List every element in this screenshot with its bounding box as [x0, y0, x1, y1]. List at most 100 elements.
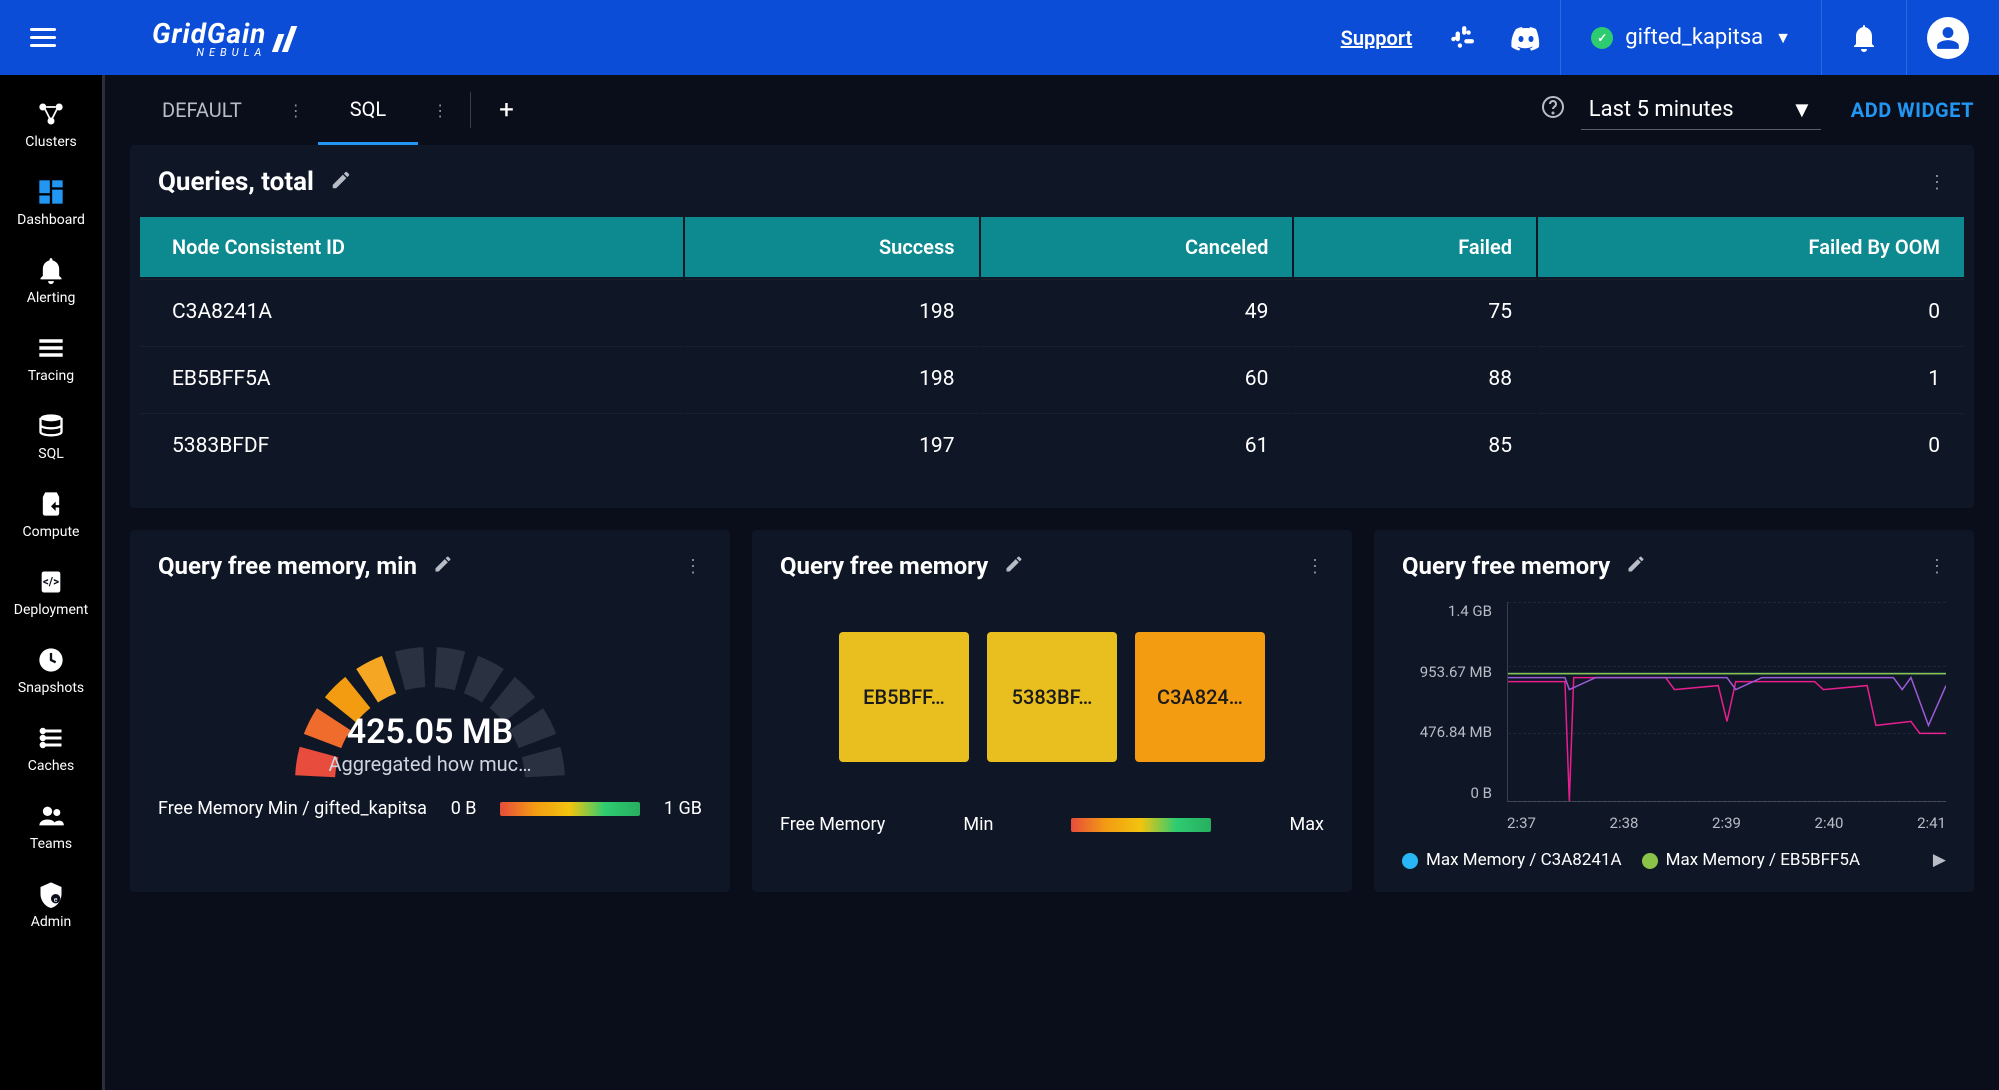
table-row[interactable]: 5383BFDF19761850: [140, 413, 1964, 478]
line-chart: 1.4 GB953.67 MB476.84 MB0 B 2:372:382:39…: [1402, 602, 1946, 832]
support-link[interactable]: Support: [1341, 26, 1413, 50]
tab-sql[interactable]: SQL: [318, 75, 418, 145]
nav-admin[interactable]: e Admin: [0, 870, 102, 940]
table-row[interactable]: C3A8241A19849750: [140, 279, 1964, 344]
notifications-button[interactable]: [1822, 0, 1907, 75]
nav-alerting[interactable]: Alerting: [0, 246, 102, 316]
table-cell: EB5BFF5A: [140, 346, 683, 411]
nav-clusters[interactable]: Clusters: [0, 90, 102, 160]
gradient-bar: [500, 802, 640, 816]
clusters-icon: [37, 100, 65, 128]
cluster-name: gifted_kapitsa: [1625, 25, 1763, 50]
logo-subtext: NEBULA: [152, 46, 266, 59]
caches-icon: [37, 724, 65, 752]
table-cell: 75: [1294, 279, 1536, 344]
edit-icon[interactable]: [433, 554, 453, 578]
chevron-down-icon: ▼: [1791, 97, 1813, 123]
clock-icon: [37, 646, 65, 674]
memory-block[interactable]: 5383BF…: [987, 632, 1117, 762]
table-cell: 198: [685, 279, 978, 344]
user-avatar[interactable]: [1927, 17, 1969, 59]
nav-caches[interactable]: Caches: [0, 714, 102, 784]
add-widget-button[interactable]: ADD WIDGET: [1851, 98, 1974, 122]
mem-legend: Free Memory: [780, 814, 885, 835]
edit-icon[interactable]: [1004, 554, 1024, 578]
table-header[interactable]: Failed By OOM: [1538, 217, 1964, 277]
tab-default-menu[interactable]: ⋮: [274, 101, 318, 120]
edit-icon[interactable]: [330, 169, 352, 195]
table-row[interactable]: EB5BFF5A19860881: [140, 346, 1964, 411]
memory-panel: Query free memory ⋮ EB5BFF…5383BF…C3A824…: [752, 530, 1352, 892]
database-icon: [37, 412, 65, 440]
nav-snapshots[interactable]: Snapshots: [0, 636, 102, 706]
gauge-title: Query free memory, min: [158, 552, 417, 580]
slack-icon[interactable]: [1448, 25, 1474, 51]
gauge-legend: Free Memory Min / gifted_kapitsa: [158, 798, 427, 819]
sidebar: Clusters Dashboard Alerting Tracing SQL …: [0, 75, 105, 1090]
mem-min: Min: [963, 814, 993, 835]
table-cell: 0: [1538, 413, 1964, 478]
table-cell: 61: [981, 413, 1293, 478]
nav-tracing[interactable]: Tracing: [0, 324, 102, 394]
legend-item[interactable]: Max Memory / EB5BFF5A: [1642, 850, 1860, 870]
tab-default[interactable]: DEFAULT: [130, 75, 274, 145]
tab-divider: [470, 92, 471, 128]
main-content: DEFAULT ⋮ SQL ⋮ + Last 5 minutes ▼ ADD W…: [105, 75, 1999, 1090]
tracing-icon: [37, 334, 65, 362]
tabs-row: DEFAULT ⋮ SQL ⋮ + Last 5 minutes ▼ ADD W…: [130, 75, 1974, 145]
memory-block[interactable]: C3A824…: [1135, 632, 1265, 762]
deployment-icon: </>: [37, 568, 65, 596]
chevron-right-icon[interactable]: ▶: [1933, 850, 1946, 870]
nav-deployment[interactable]: </> Deployment: [0, 558, 102, 628]
nav-compute[interactable]: Compute: [0, 480, 102, 550]
nav-dashboard[interactable]: Dashboard: [0, 168, 102, 238]
memory-block[interactable]: EB5BFF…: [839, 632, 969, 762]
edit-icon[interactable]: [1626, 554, 1646, 578]
legend-item[interactable]: Max Memory / C3A8241A: [1402, 850, 1622, 870]
nav-teams[interactable]: Teams: [0, 792, 102, 862]
chart-panel: Query free memory ⋮ 1.4 GB953.67 MB476.8…: [1374, 530, 1974, 892]
svg-text:</>: </>: [43, 575, 59, 589]
tab-sql-menu[interactable]: ⋮: [418, 101, 462, 120]
discord-icon[interactable]: [1510, 25, 1542, 51]
menu-toggle[interactable]: [30, 22, 62, 54]
compute-icon: [37, 490, 65, 518]
tab-add-button[interactable]: +: [479, 95, 534, 125]
gauge-min: 0 B: [451, 798, 477, 819]
table-cell: 85: [1294, 413, 1536, 478]
table-cell: 1: [1538, 346, 1964, 411]
queries-table: Node Consistent IDSuccessCanceledFailedF…: [138, 215, 1966, 480]
table-cell: 197: [685, 413, 978, 478]
panel-menu-icon[interactable]: ⋮: [684, 556, 702, 577]
panel-menu-icon[interactable]: ⋮: [1928, 172, 1946, 193]
teams-icon: [37, 802, 65, 830]
table-header[interactable]: Canceled: [981, 217, 1293, 277]
chart-title: Query free memory: [1402, 552, 1610, 580]
chart-legend: Max Memory / C3A8241A Max Memory / EB5BFF…: [1402, 850, 1946, 870]
table-cell: 198: [685, 346, 978, 411]
table-header[interactable]: Success: [685, 217, 978, 277]
panel-menu-icon[interactable]: ⋮: [1928, 556, 1946, 577]
table-header[interactable]: Failed: [1294, 217, 1536, 277]
queries-title: Queries, total: [158, 167, 314, 197]
bell-icon: [37, 256, 65, 284]
table-cell: 88: [1294, 346, 1536, 411]
gradient-bar: [1071, 818, 1211, 832]
cluster-selector[interactable]: gifted_kapitsa ▼: [1560, 0, 1822, 75]
nav-sql[interactable]: SQL: [0, 402, 102, 472]
time-range-select[interactable]: Last 5 minutes ▼: [1581, 91, 1821, 130]
chevron-down-icon: ▼: [1775, 28, 1791, 48]
table-header[interactable]: Node Consistent ID: [140, 217, 683, 277]
table-cell: 5383BFDF: [140, 413, 683, 478]
gauge-panel: Query free memory, min ⋮ 425.05 MB Aggre…: [130, 530, 730, 892]
svg-text:e: e: [54, 896, 58, 904]
help-icon[interactable]: [1541, 95, 1565, 125]
table-cell: 49: [981, 279, 1293, 344]
logo[interactable]: GridGain NEBULA: [152, 17, 306, 59]
table-cell: C3A8241A: [140, 279, 683, 344]
panel-menu-icon[interactable]: ⋮: [1306, 556, 1324, 577]
dashboard-icon: [37, 178, 65, 206]
shield-icon: e: [37, 880, 65, 908]
table-cell: 60: [981, 346, 1293, 411]
gauge-value: 425.05 MB: [328, 712, 531, 752]
